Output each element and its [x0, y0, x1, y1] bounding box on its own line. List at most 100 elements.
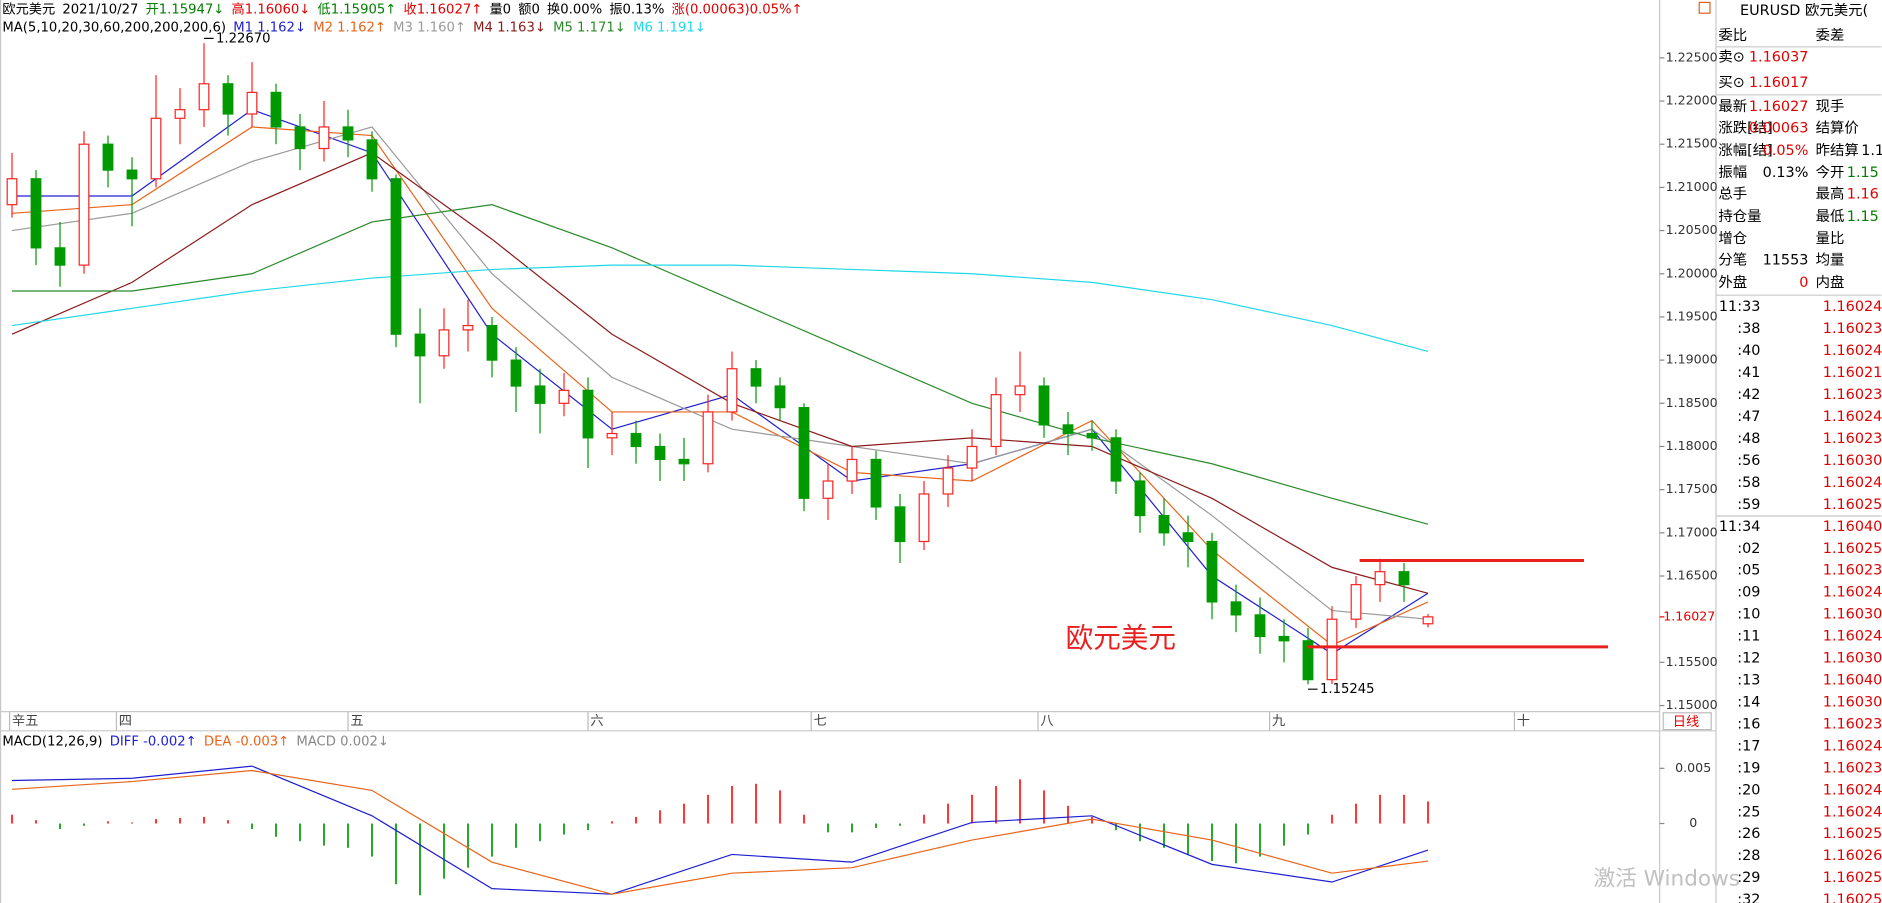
macd-bar: [1043, 790, 1045, 824]
macd-bar: [1019, 779, 1021, 824]
macd-bar: [539, 823, 541, 842]
macd-bar: [1163, 823, 1165, 848]
price-chart: 1.22670 1.15245 欧元美元: [6, 31, 1609, 697]
macd-bar: [203, 816, 205, 824]
period-box[interactable]: [1662, 712, 1712, 731]
period-label[interactable]: 日线: [1673, 714, 1699, 730]
macd-bar: [923, 814, 925, 824]
legend-entry: MACD 0.002↓: [296, 735, 389, 750]
macd-bar: [59, 823, 61, 830]
tick-price: 1.16025: [1823, 870, 1882, 886]
y-tick-label: 1.22500: [1666, 49, 1718, 64]
legend-entry: M6 1.191↓: [633, 21, 706, 36]
candle-body: [1278, 635, 1290, 642]
tick-price: 1.16025: [1823, 497, 1882, 513]
field-value: 0: [1799, 275, 1808, 291]
stat: 收1.16027↑: [404, 2, 483, 18]
candle-body: [774, 385, 786, 409]
macd-bar: [1259, 823, 1261, 857]
candle-body: [438, 329, 450, 357]
candle-body: [1110, 437, 1122, 482]
y-tick-label: 1.18500: [1666, 395, 1718, 410]
candle-body: [1230, 601, 1242, 616]
field-label: 最低: [1816, 208, 1845, 225]
tick-price: 1.16030: [1823, 651, 1882, 667]
macd-bar: [83, 823, 85, 826]
field-value: 1.16027: [1749, 99, 1809, 115]
y-tick-label: 1.20000: [1666, 265, 1718, 280]
macd-bar: [899, 823, 901, 826]
stat: 低1.15905↑: [318, 2, 397, 18]
macd-bar: [1283, 823, 1285, 846]
tick-time: :11: [1737, 629, 1760, 645]
candle-body: [126, 169, 138, 180]
x-tick-label: 六: [590, 713, 603, 729]
x-tick-label: 八: [1040, 714, 1053, 729]
os-watermark: 激活 Windows: [1594, 867, 1740, 892]
macd-bar: [995, 785, 997, 824]
tick-time: :38: [1737, 321, 1760, 337]
tick-price: 1.16025: [1823, 826, 1882, 842]
candle-body: [606, 432, 618, 439]
stat: 量0: [489, 2, 511, 18]
ma-line: [11, 264, 1429, 353]
candle-body: [1350, 584, 1362, 620]
stat: 换0.00%: [547, 2, 602, 18]
field-label: 结算价: [1816, 119, 1859, 136]
candle-body: [1302, 640, 1314, 681]
tick-time: :09: [1737, 585, 1760, 601]
tick-price: 1.16030: [1823, 453, 1882, 469]
macd-bar: [1091, 816, 1093, 824]
x-tick-label: 九: [1272, 713, 1285, 729]
macd-bar: [1379, 794, 1381, 824]
tick-time: :05: [1737, 563, 1760, 579]
macd-chart: [11, 765, 1429, 896]
candle-body: [390, 178, 402, 335]
candle-body: [270, 91, 282, 128]
candle-body: [654, 445, 666, 461]
field-value: 1.16: [1847, 186, 1879, 202]
y-tick-label: 1.15500: [1666, 654, 1718, 669]
candle-body: [102, 143, 114, 171]
x-tick-label: 辛五: [12, 713, 38, 729]
macd-bar: [1403, 794, 1405, 824]
y-tick-label: 1.17500: [1666, 481, 1718, 496]
field-value: 0.05%: [1763, 143, 1809, 159]
candle-body: [294, 126, 306, 150]
tick-time: :14: [1737, 694, 1760, 710]
field-label: 涨幅[结]: [1718, 142, 1772, 159]
field-label: 增仓: [1718, 230, 1747, 247]
macd-line: [11, 769, 1429, 895]
macd-bar: [755, 783, 757, 824]
tick-price: 1.16023: [1823, 387, 1882, 403]
tick-time: :32: [1737, 892, 1760, 903]
field-label: 涨跌[结]: [1718, 119, 1772, 136]
y-tick-label: 0.005: [1675, 760, 1711, 775]
window-icon[interactable]: [1698, 1, 1711, 14]
title: 欧元美元: [2, 2, 55, 18]
field-value: 11553: [1763, 252, 1809, 268]
field-label: 现手: [1816, 98, 1845, 115]
date: 2021/10/27: [62, 3, 138, 18]
field-label: 最高: [1816, 185, 1845, 202]
y-tick-label: 1.22000: [1666, 93, 1718, 108]
ma-line: [12, 204, 1429, 525]
candle-body: [966, 445, 978, 469]
y-tick-label: 1.19000: [1666, 352, 1718, 367]
tick-price: 1.16040: [1823, 673, 1882, 689]
candle-body: [1086, 432, 1098, 439]
y-tick-label: 1.20500: [1666, 222, 1718, 237]
macd-bar: [371, 823, 373, 857]
tick-time: :10: [1737, 607, 1760, 623]
tick-time: :59: [1737, 497, 1760, 513]
candle-body: [1422, 616, 1434, 625]
tick-price: 1.16024: [1823, 782, 1882, 798]
tick-time: :12: [1737, 651, 1760, 667]
macd-bar: [635, 816, 637, 824]
field-label: 昨结算: [1816, 142, 1859, 159]
field-value: 1.15: [1847, 209, 1879, 225]
macd-bar: [35, 820, 37, 824]
tick-time: :56: [1737, 453, 1760, 469]
